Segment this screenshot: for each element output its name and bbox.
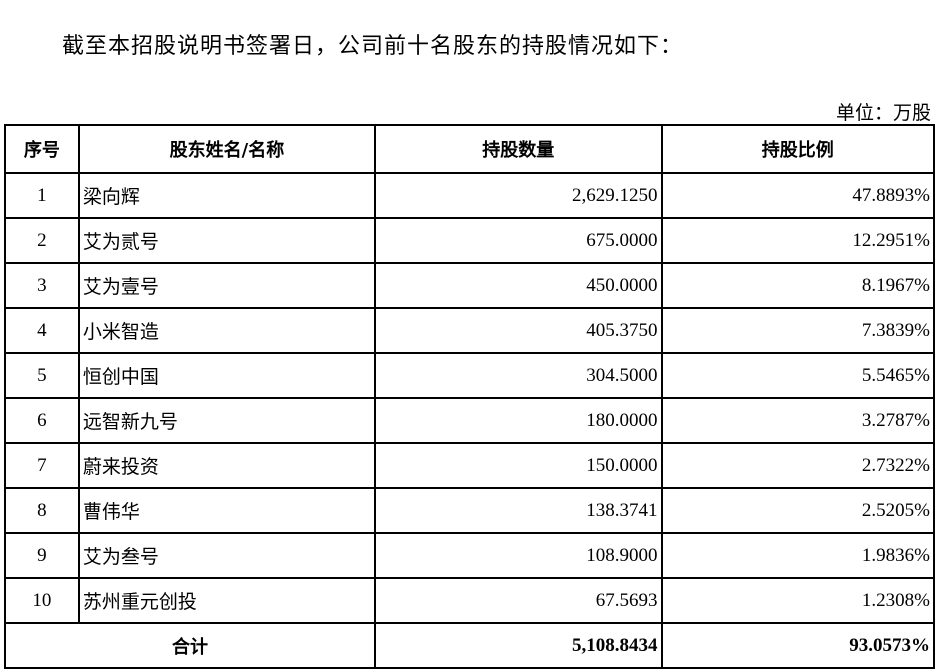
cell-shares: 2,629.1250: [374, 172, 663, 219]
total-ratio: 93.0573%: [660, 622, 936, 669]
total-shares: 5,108.8434: [374, 622, 663, 669]
header-name: 股东姓名/名称: [77, 124, 377, 174]
cell-shares: 405.3750: [374, 307, 663, 354]
table-row: 1 梁向辉 2,629.1250 47.8893%: [4, 172, 936, 219]
cell-index: 8: [4, 487, 80, 534]
intro-paragraph: 截至本招股说明书签署日，公司前十名股东的持股情况如下：: [62, 33, 684, 58]
cell-ratio: 7.3839%: [660, 307, 936, 354]
cell-shares: 450.0000: [374, 262, 663, 309]
cell-ratio: 2.5205%: [660, 487, 936, 534]
header-row: 序号 股东姓名/名称 持股数量 持股比例: [4, 124, 936, 174]
cell-ratio: 47.8893%: [660, 172, 936, 219]
table-row: 10 苏州重元创投 67.5693 1.2308%: [4, 577, 936, 624]
header-shares: 持股数量: [374, 124, 663, 174]
cell-ratio: 5.5465%: [660, 352, 936, 399]
header-index: 序号: [4, 124, 80, 174]
cell-name: 苏州重元创投: [77, 577, 377, 624]
table-row: 8 曹伟华 138.3741 2.5205%: [4, 487, 936, 534]
cell-index: 3: [4, 262, 80, 309]
table-row: 5 恒创中国 304.5000 5.5465%: [4, 352, 936, 399]
cell-name: 艾为壹号: [77, 262, 377, 309]
table-row: 7 蔚来投资 150.0000 2.7322%: [4, 442, 936, 489]
cell-shares: 108.9000: [374, 532, 663, 579]
shareholder-table: 序号 股东姓名/名称 持股数量 持股比例 1 梁向辉 2,629.1250 47.88…: [3, 124, 936, 669]
table-row: 2 艾为贰号 675.0000 12.2951%: [4, 217, 936, 264]
cell-shares: 138.3741: [374, 487, 663, 534]
cell-name: 蔚来投资: [77, 442, 377, 489]
table-row: 3 艾为壹号 450.0000 8.1967%: [4, 262, 936, 309]
cell-name: 艾为叁号: [77, 532, 377, 579]
cell-index: 2: [4, 217, 80, 264]
cell-shares: 180.0000: [374, 397, 663, 444]
cell-index: 7: [4, 442, 80, 489]
cell-ratio: 12.2951%: [660, 217, 936, 264]
table-row: 9 艾为叁号 108.9000 1.9836%: [4, 532, 936, 579]
cell-shares: 675.0000: [374, 217, 663, 264]
unit-label: 单位：万股: [835, 103, 931, 124]
total-label: 合计: [3, 622, 377, 669]
cell-index: 6: [4, 397, 80, 444]
cell-ratio: 3.2787%: [660, 397, 936, 444]
cell-name: 小米智造: [77, 307, 377, 354]
cell-name: 恒创中国: [77, 352, 377, 399]
table-row: 6 远智新九号 180.0000 3.2787%: [4, 397, 936, 444]
cell-name: 梁向辉: [77, 172, 377, 219]
cell-index: 10: [4, 577, 80, 624]
cell-shares: 304.5000: [374, 352, 663, 399]
cell-ratio: 1.9836%: [660, 532, 936, 579]
cell-ratio: 8.1967%: [660, 262, 936, 309]
cell-index: 1: [4, 172, 80, 219]
cell-shares: 150.0000: [374, 442, 663, 489]
cell-index: 5: [4, 352, 80, 399]
table-row: 4 小米智造 405.3750 7.3839%: [4, 307, 936, 354]
cell-shares: 67.5693: [374, 577, 663, 624]
cell-name: 艾为贰号: [77, 217, 377, 264]
cell-name: 曹伟华: [77, 487, 377, 534]
total-row: 合计 5,108.8434 93.0573%: [3, 622, 936, 669]
cell-name: 远智新九号: [77, 397, 377, 444]
cell-ratio: 2.7322%: [660, 442, 936, 489]
cell-index: 4: [4, 307, 80, 354]
cell-ratio: 1.2308%: [660, 577, 936, 624]
cell-index: 9: [4, 532, 80, 579]
header-ratio: 持股比例: [660, 124, 936, 174]
